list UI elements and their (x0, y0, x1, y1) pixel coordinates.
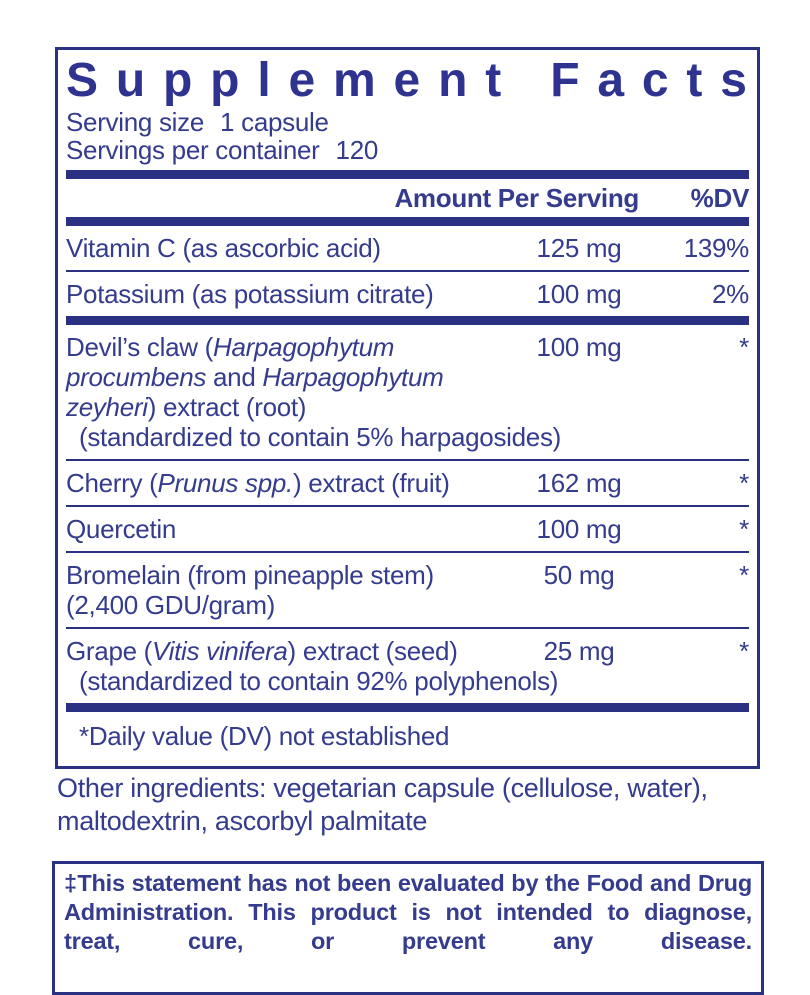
header-amount-per-serving: Amount Per Serving (394, 182, 639, 213)
ingredient-standardization-note: (standardized to contain 92% polyphenols… (79, 665, 559, 696)
divider-thin (66, 626, 749, 629)
ingredient-dv: * (739, 559, 749, 590)
divider-thick (66, 169, 749, 179)
fda-disclaimer-box: ‡This statement has not been evaluated b… (52, 861, 764, 995)
header-percent-dv: %DV (690, 182, 750, 213)
ingredient-dv: 139% (683, 232, 750, 263)
serving-size-line: Serving size 1 capsule (66, 108, 749, 136)
divider-thick (66, 216, 749, 226)
table-row: Quercetin 100 mg * (66, 507, 749, 551)
ingredient-dv: * (739, 467, 749, 498)
divider-thin (66, 550, 749, 553)
spacer (204, 108, 220, 136)
ingredient-amount: 100 mg (536, 513, 622, 544)
fda-disclaimer-text: ‡This statement has not been evaluated b… (64, 870, 752, 954)
serving-size-label: Serving size (66, 106, 205, 137)
divider-thin (66, 269, 749, 272)
ingredient-dv: * (739, 635, 749, 666)
divider-thin (66, 458, 749, 461)
divider-thick (66, 702, 749, 712)
table-row: Bromelain (from pineapple stem) (2,400 G… (66, 553, 749, 627)
ingredient-amount: 100 mg (536, 278, 622, 309)
ingredient-amount: 25 mg (543, 635, 615, 666)
ingredient-standardization-note: (standardized to contain 5% harpagosides… (79, 421, 562, 452)
table-row: Grape (Vitis vinifera) extract (seed) 25 … (66, 629, 749, 703)
table-row: Devil’s claw (Harpagophytum procumbens a… (66, 325, 749, 459)
servings-label: Servings per container (66, 134, 320, 165)
other-ingredients-text: Other ingredients: vegetarian capsule (c… (57, 773, 708, 836)
ingredient-amount: 125 mg (536, 232, 622, 263)
ingredient-name: Vitamin C (as ascorbic acid) (66, 232, 381, 263)
divider-thick (66, 315, 749, 325)
table-row: Cherry (Prunus spp.) extract (fruit) 162 … (66, 461, 749, 505)
servings-value: 120 (335, 134, 379, 165)
ingredient-amount: 100 mg (536, 331, 622, 362)
serving-size-value: 1 capsule (220, 106, 329, 137)
ingredient-amount: 162 mg (536, 467, 622, 498)
ingredient-name: Devil’s claw (Harpagophytum procumbens a… (66, 331, 444, 422)
ingredient-name: Potassium (as potassium citrate) (66, 278, 434, 309)
ingredient-dv: * (739, 513, 749, 544)
ingredient-dv: 2% (712, 278, 749, 309)
ingredient-name: Cherry (Prunus spp.) extract (fruit) (66, 467, 450, 498)
daily-value-footnote: *Daily value (DV) not established (79, 720, 450, 751)
ingredient-dv: * (739, 331, 749, 362)
ingredient-rows: Vitamin C (as ascorbic acid) 125 mg 139% Po… (66, 226, 749, 712)
table-row: Potassium (as potassium citrate) 100 mg 2% (66, 272, 749, 316)
ingredient-name: Grape (Vitis vinifera) extract (seed) (66, 635, 458, 666)
table-row: Vitamin C (as ascorbic acid) 125 mg 139% (66, 226, 749, 270)
divider-thin (66, 504, 749, 507)
table-header-row: Amount Per Serving %DV (66, 179, 749, 217)
spacer (320, 136, 336, 164)
ingredient-name: Bromelain (from pineapple stem) (2,400 G… (66, 559, 434, 620)
ingredient-amount: 50 mg (543, 559, 615, 590)
servings-per-container-line: Servings per container 120 (66, 136, 749, 164)
ingredient-name: Quercetin (66, 513, 177, 544)
